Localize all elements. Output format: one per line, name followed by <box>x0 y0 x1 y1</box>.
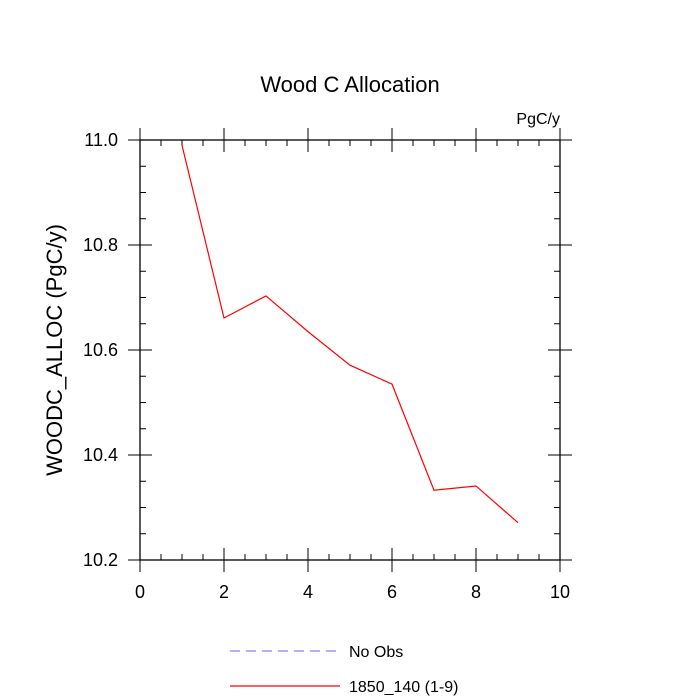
x-tick-label: 8 <box>471 582 481 602</box>
y-tick-label: 10.8 <box>83 235 118 255</box>
y-tick-label: 10.6 <box>83 340 118 360</box>
legend: No Obs 1850_140 (1-9) <box>230 644 458 696</box>
tick-labels: 0 2 4 6 8 10 10.2 10.4 10.6 10.8 11.0 <box>83 130 570 602</box>
plot-frame <box>139 139 561 561</box>
x-tick-label: 2 <box>219 582 229 602</box>
x-tick-label: 4 <box>303 582 313 602</box>
chart-title: Wood C Allocation <box>260 72 439 97</box>
y-axis-label: WOODC_ALLOC (PgC/y) <box>42 224 67 476</box>
y-tick-label: 11.0 <box>84 130 118 150</box>
x-tick-label: 0 <box>135 582 145 602</box>
legend-label: 1850_140 (1-9) <box>349 679 458 696</box>
y-tick-label: 10.4 <box>83 445 118 465</box>
legend-label: No Obs <box>349 644 403 661</box>
x-tick-label: 10 <box>550 582 570 602</box>
units-label: PgC/y <box>516 111 560 128</box>
x-tick-label: 6 <box>387 582 397 602</box>
series-line <box>181 145 519 524</box>
y-tick-label: 10.2 <box>83 550 118 570</box>
plot-series <box>181 145 519 524</box>
